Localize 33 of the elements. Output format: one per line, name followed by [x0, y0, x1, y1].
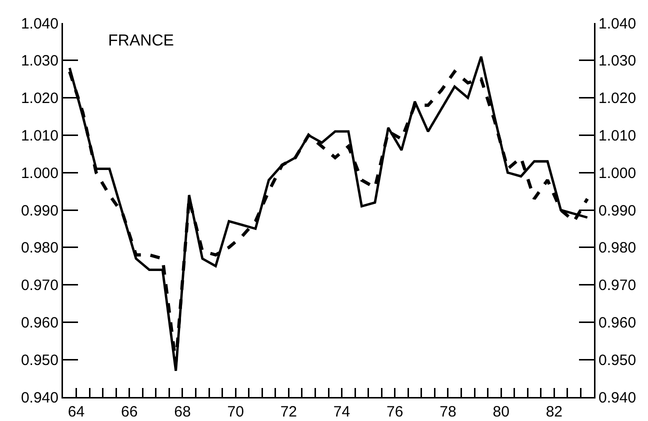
- y2-tick-label: 1.030: [598, 52, 636, 70]
- y-tick-label: 0.960: [20, 314, 58, 332]
- y-tick-label: 1.030: [20, 52, 58, 70]
- y-tick-label: 0.950: [20, 352, 58, 369]
- y2-tick-label: 1.010: [598, 127, 636, 144]
- y2-tick-label: 0.970: [598, 277, 636, 294]
- y-tick-label: 0.940: [20, 389, 58, 406]
- x-tick-label: 78: [440, 404, 456, 420]
- x-tick-label: 82: [546, 404, 563, 420]
- y2-tick-label: 1.000: [598, 164, 636, 182]
- y2-tick-label: 1.020: [598, 90, 636, 108]
- y2-tick-label: 0.940: [598, 389, 636, 406]
- x-tick-label: 76: [386, 404, 404, 420]
- x-tick-label: 72: [280, 404, 298, 420]
- y-tick-label: 1.010: [20, 127, 58, 144]
- y2-tick-label: 0.950: [598, 352, 636, 369]
- x-tick-label: 74: [333, 404, 350, 420]
- y2-tick-label: 0.960: [598, 314, 636, 332]
- y-tick-label: 0.980: [20, 240, 58, 257]
- y-tick-label: 0.990: [20, 202, 58, 220]
- x-tick-label: 68: [174, 404, 191, 420]
- y-tick-label: 1.020: [20, 90, 58, 108]
- x-tick-label: 70: [227, 404, 244, 420]
- y-tick-label: 1.040: [20, 15, 58, 32]
- y-tick-label: 0.970: [20, 277, 58, 294]
- x-tick-label: 64: [68, 404, 85, 420]
- y2-tick-label: 0.980: [598, 240, 636, 257]
- x-tick-label: 66: [121, 404, 138, 420]
- y-tick-label: 1.000: [20, 164, 58, 182]
- y2-tick-label: 1.040: [598, 15, 636, 32]
- text: FRANCE: [108, 32, 174, 50]
- y2-tick-label: 0.990: [598, 202, 636, 220]
- x-tick-label: 80: [492, 404, 510, 420]
